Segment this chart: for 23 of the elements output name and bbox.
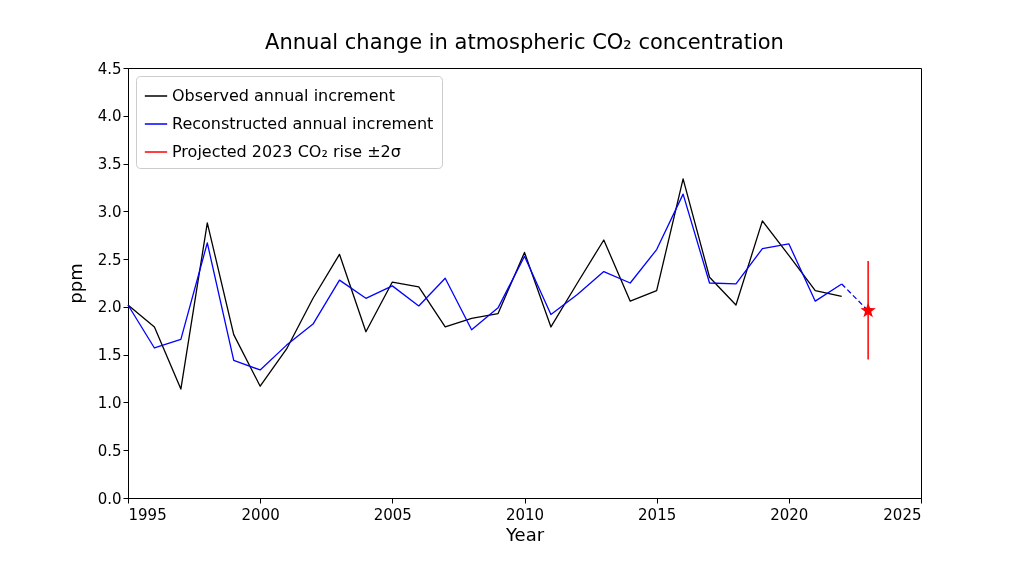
x-axis-title: Year [504,523,545,545]
x-tick-label: 2000 [241,505,280,524]
chart-title: Annual change in atmospheric CO₂ concentration [265,30,784,54]
legend-label: Observed annual increment [172,86,395,105]
y-tick-label: 3.0 [97,202,122,221]
y-tick-label: 4.0 [97,107,122,126]
x-tick-label: 1995 [128,505,167,524]
y-axis-title: ppm [64,263,86,304]
y-tick-label: 1.0 [97,393,122,412]
y-tick-label: 2.0 [97,298,122,317]
x-tick-label: 2015 [638,505,677,524]
x-tick-label: 2005 [373,505,412,524]
x-tick-label: 2020 [770,505,809,524]
y-tick-label: 4.5 [97,59,122,78]
legend-label: Projected 2023 CO₂ rise ±2σ [172,142,401,161]
x-tick-label: 2010 [505,505,545,524]
legend-label: Reconstructed annual increment [172,114,434,133]
y-tick-label: 2.5 [97,250,122,269]
y-tick-label: 1.5 [97,346,122,365]
x-tick-label: 2025 [883,505,922,524]
y-tick-label: 3.5 [97,155,122,174]
y-tick-label: 0.0 [97,489,122,508]
y-tick-label: 0.5 [97,441,122,460]
